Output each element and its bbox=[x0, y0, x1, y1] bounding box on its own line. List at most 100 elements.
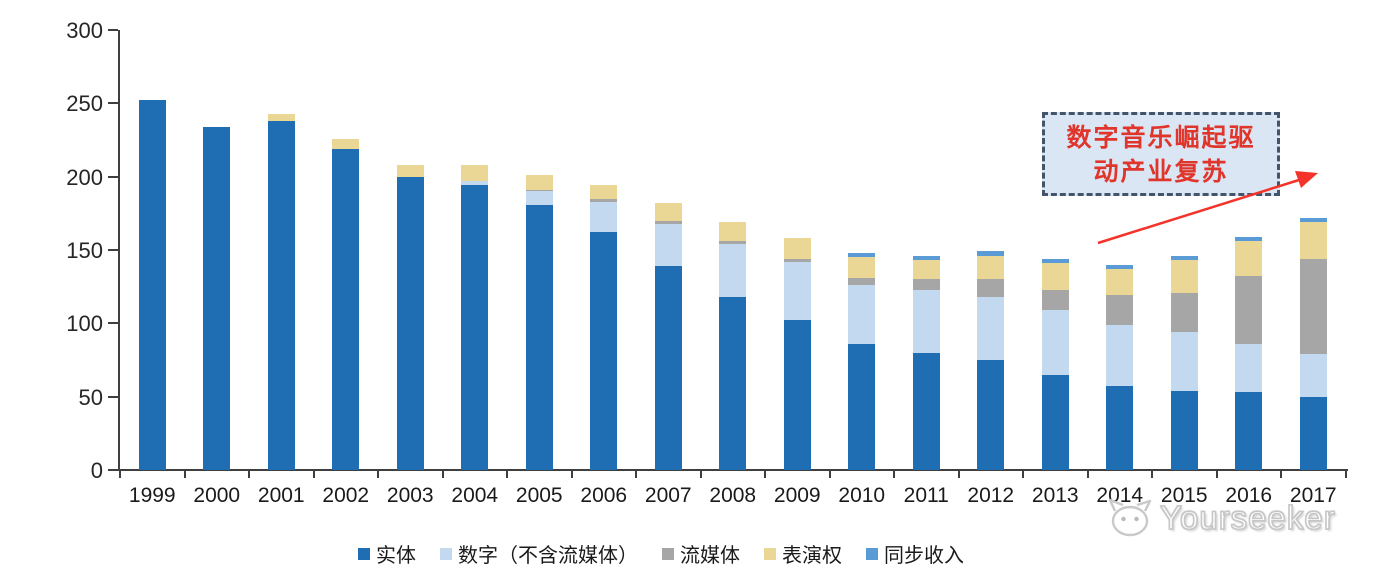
x-tick-mark bbox=[1215, 471, 1218, 478]
x-tick-mark bbox=[699, 471, 702, 478]
x-tick-mark bbox=[183, 471, 186, 478]
bar-group-2002 bbox=[332, 138, 360, 470]
bar-group-2007 bbox=[654, 203, 682, 470]
annotation-text-line1: 数字音乐崛起驱 bbox=[1066, 125, 1256, 152]
bar-segment-digital_excl_streaming bbox=[783, 261, 811, 321]
bar-segment-performance_rights bbox=[461, 164, 489, 182]
x-tick-label: 2002 bbox=[322, 484, 370, 507]
y-axis-line bbox=[118, 30, 120, 471]
bar-segment-sync_revenue bbox=[1041, 258, 1069, 264]
bar-segment-streaming bbox=[783, 258, 811, 262]
bar-group-2009 bbox=[783, 238, 811, 470]
bar-segment-streaming bbox=[912, 279, 940, 290]
x-tick-mark bbox=[441, 471, 444, 478]
x-tick-label: 2012 bbox=[967, 484, 1015, 507]
y-tick-label: 200 bbox=[66, 164, 103, 190]
bar-segment-performance_rights bbox=[332, 138, 360, 149]
bar-segment-performance_rights bbox=[848, 257, 876, 278]
x-tick-mark bbox=[312, 471, 315, 478]
x-tick-label: 2003 bbox=[386, 484, 434, 507]
bar-segment-sync_revenue bbox=[848, 252, 876, 258]
x-tick-mark bbox=[1344, 471, 1347, 478]
x-tick-mark bbox=[377, 471, 379, 478]
annotation-text-line2: 动产业复苏 bbox=[1093, 159, 1229, 186]
legend-label-physical: 实体 bbox=[376, 545, 416, 567]
x-tick-label: 2014 bbox=[1096, 484, 1144, 507]
bar-segment-physical bbox=[912, 352, 940, 470]
bar-segment-digital_excl_streaming bbox=[719, 244, 747, 297]
bar-group-2006 bbox=[590, 185, 618, 470]
bar-segment-sync_revenue bbox=[1299, 217, 1327, 223]
bar-segment-physical bbox=[461, 185, 489, 470]
bar-segment-physical bbox=[719, 296, 747, 470]
y-tick-label: 100 bbox=[66, 311, 103, 337]
bar-group-2016 bbox=[1235, 236, 1263, 470]
legend-label-digital_excl_streaming: 数字（不含流媒体） bbox=[458, 545, 638, 567]
legend-item-performance_rights: 表演权 bbox=[764, 539, 842, 568]
bar-segment-sync_revenue bbox=[1170, 255, 1198, 261]
bar-segment-digital_excl_streaming bbox=[1170, 332, 1198, 391]
legend-swatch-streaming bbox=[662, 547, 674, 560]
bar-segment-performance_rights bbox=[1041, 263, 1069, 290]
bar-group-2001 bbox=[267, 113, 295, 470]
legend-label-performance_rights: 表演权 bbox=[782, 545, 842, 567]
bar-group-2008 bbox=[719, 222, 747, 470]
bar-group-2015 bbox=[1170, 255, 1198, 470]
x-tick-label: 2015 bbox=[1160, 484, 1208, 507]
watermark-text: Yourseeker bbox=[1159, 498, 1336, 536]
bar-segment-physical bbox=[1106, 386, 1134, 470]
x-tick-label: 2004 bbox=[451, 484, 499, 507]
bar-segment-physical bbox=[977, 359, 1005, 470]
y-tick-mark bbox=[108, 29, 118, 31]
bar-segment-performance_rights bbox=[912, 260, 940, 280]
bar-segment-sync_revenue bbox=[912, 255, 940, 261]
y-tick-label: 150 bbox=[66, 238, 103, 263]
x-tick-mark bbox=[1280, 471, 1282, 478]
x-tick-mark bbox=[893, 471, 895, 478]
x-tick-label: 2010 bbox=[838, 484, 886, 507]
x-tick-label: 2013 bbox=[1031, 484, 1079, 507]
bar-group-2005 bbox=[525, 175, 553, 470]
x-tick-label: 1999 bbox=[128, 484, 176, 507]
x-tick-mark bbox=[1086, 471, 1089, 478]
x-tick-mark bbox=[506, 471, 508, 478]
y-tick-mark bbox=[108, 249, 118, 251]
bar-segment-performance_rights bbox=[977, 255, 1005, 280]
bar-segment-digital_excl_streaming bbox=[912, 289, 940, 353]
bar-segment-digital_excl_streaming bbox=[1106, 324, 1134, 387]
x-tick-mark bbox=[828, 471, 831, 478]
bar-segment-sync_revenue bbox=[1106, 264, 1134, 270]
bar-segment-physical bbox=[848, 343, 876, 470]
bar-segment-performance_rights bbox=[1106, 269, 1134, 296]
y-tick-mark bbox=[108, 395, 118, 398]
bar-segment-physical bbox=[332, 148, 360, 470]
x-tick-label: 2016 bbox=[1225, 484, 1273, 507]
bar-segment-streaming bbox=[1299, 258, 1327, 355]
y-tick-mark bbox=[108, 102, 118, 105]
legend-swatch-digital_excl_streaming bbox=[440, 547, 452, 560]
x-tick-label: 2000 bbox=[193, 484, 241, 507]
bar-segment-performance_rights bbox=[1170, 260, 1198, 293]
bar-segment-digital_excl_streaming bbox=[654, 223, 682, 267]
bar-segment-streaming bbox=[654, 220, 682, 224]
bar-segment-performance_rights bbox=[1299, 222, 1327, 259]
bar-segment-physical bbox=[1170, 390, 1198, 470]
bar-segment-streaming bbox=[525, 189, 553, 192]
bar-segment-streaming bbox=[719, 241, 747, 245]
bar-segment-digital_excl_streaming bbox=[1299, 354, 1327, 397]
bar-segment-digital_excl_streaming bbox=[848, 285, 876, 344]
x-tick-label: 2005 bbox=[515, 484, 563, 507]
bar-segment-performance_rights bbox=[590, 185, 618, 199]
x-tick-label: 2011 bbox=[903, 484, 949, 507]
bar-segment-physical bbox=[590, 232, 618, 470]
bar-segment-physical bbox=[1041, 374, 1069, 470]
bar-segment-digital_excl_streaming bbox=[1235, 343, 1263, 393]
bar-segment-physical bbox=[1235, 392, 1263, 470]
bar-segment-performance_rights bbox=[396, 164, 424, 177]
bar-segment-physical bbox=[203, 126, 231, 470]
legend-item-sync_revenue: 同步收入 bbox=[866, 539, 964, 568]
y-tick-mark bbox=[108, 322, 118, 325]
bar-segment-physical bbox=[783, 320, 811, 470]
bar-segment-streaming bbox=[1235, 276, 1263, 344]
bar-group-2014 bbox=[1106, 264, 1134, 470]
